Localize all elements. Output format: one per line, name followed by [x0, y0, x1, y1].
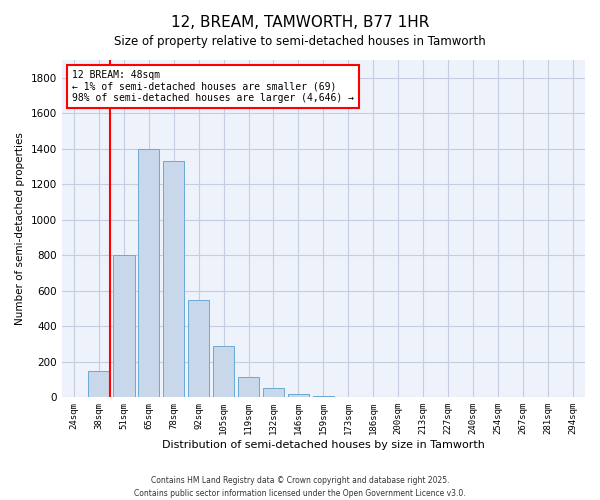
- Text: 12 BREAM: 48sqm
← 1% of semi-detached houses are smaller (69)
98% of semi-detach: 12 BREAM: 48sqm ← 1% of semi-detached ho…: [72, 70, 354, 103]
- Bar: [88, 370, 110, 398]
- Bar: [138, 149, 160, 398]
- Text: Contains HM Land Registry data © Crown copyright and database right 2025.
Contai: Contains HM Land Registry data © Crown c…: [134, 476, 466, 498]
- Bar: [188, 300, 209, 398]
- Text: 12, BREAM, TAMWORTH, B77 1HR: 12, BREAM, TAMWORTH, B77 1HR: [171, 15, 429, 30]
- Bar: [163, 161, 184, 398]
- Bar: [213, 346, 234, 398]
- Bar: [113, 256, 134, 398]
- Bar: [313, 396, 334, 398]
- Bar: [263, 388, 284, 398]
- Text: Size of property relative to semi-detached houses in Tamworth: Size of property relative to semi-detach…: [114, 35, 486, 48]
- Bar: [238, 377, 259, 398]
- Y-axis label: Number of semi-detached properties: Number of semi-detached properties: [15, 132, 25, 325]
- Bar: [288, 394, 309, 398]
- X-axis label: Distribution of semi-detached houses by size in Tamworth: Distribution of semi-detached houses by …: [162, 440, 485, 450]
